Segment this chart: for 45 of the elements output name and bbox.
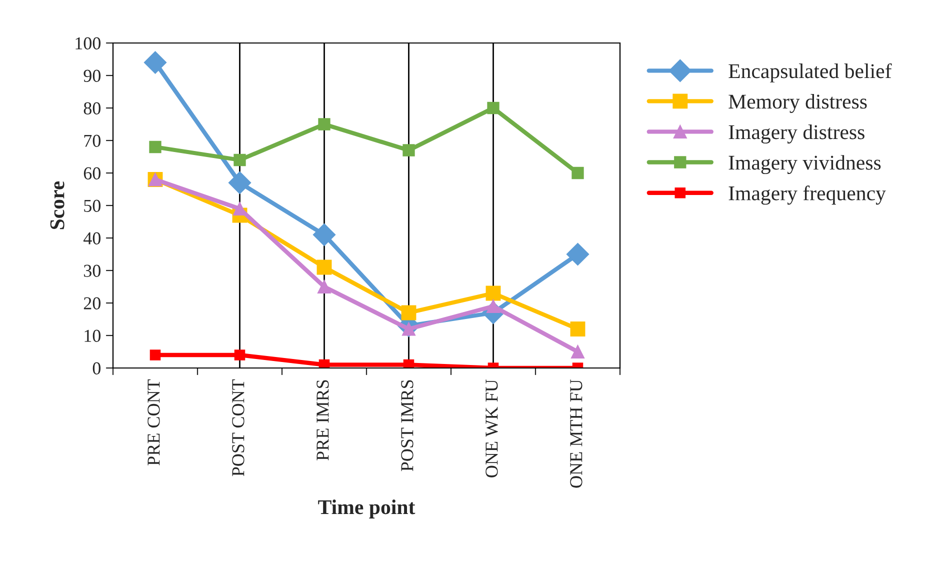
point — [318, 359, 330, 368]
legend-label: Imagery frequency — [728, 186, 886, 205]
point — [316, 260, 332, 275]
legend-label: Encapsulated belief — [728, 63, 892, 82]
point — [150, 350, 161, 360]
point — [403, 359, 414, 368]
point — [228, 171, 252, 194]
y-tick-label: 100 — [76, 37, 101, 50]
point — [234, 154, 246, 166]
y-tick-label: 10 — [84, 330, 101, 342]
point — [402, 144, 415, 156]
point — [401, 305, 416, 320]
y-tick-label: 90 — [84, 70, 101, 82]
x-tick-label: POST IMRS — [401, 380, 414, 472]
point — [486, 286, 501, 301]
point — [570, 322, 586, 336]
y-tick-label: 60 — [84, 167, 101, 180]
x-axis-title: Time point — [318, 500, 416, 518]
point — [317, 280, 332, 294]
y-tick-label: 0 — [92, 362, 101, 374]
y-tick-label: 30 — [84, 264, 101, 277]
y-tick-label: 70 — [84, 134, 101, 147]
legend-label: Imagery distress — [728, 124, 864, 144]
point — [566, 242, 590, 266]
point — [149, 140, 162, 154]
x-tick-label: PRE CONT — [148, 379, 160, 466]
y-tick-label: 40 — [83, 232, 101, 244]
point — [312, 223, 336, 246]
x-tick-label: ONE MTH FU — [570, 379, 582, 488]
point — [572, 166, 584, 180]
legend-label: Imagery vividness — [728, 155, 881, 174]
y-axis-title: Score — [50, 181, 64, 230]
x-tick-label: POST CONT — [232, 379, 244, 476]
point — [144, 51, 167, 74]
point — [234, 350, 246, 360]
x-tick-label: ONE WK FU — [486, 379, 498, 478]
point — [487, 102, 500, 114]
point — [318, 118, 330, 130]
x-tick-label: PRE IMRS — [316, 380, 329, 460]
y-tick-label: 80 — [84, 102, 101, 114]
y-tick-label: 20 — [84, 297, 101, 310]
point — [570, 344, 585, 359]
legend-label: Memory distress — [728, 94, 867, 113]
y-tick-label: 50 — [84, 200, 101, 212]
point — [486, 299, 500, 314]
